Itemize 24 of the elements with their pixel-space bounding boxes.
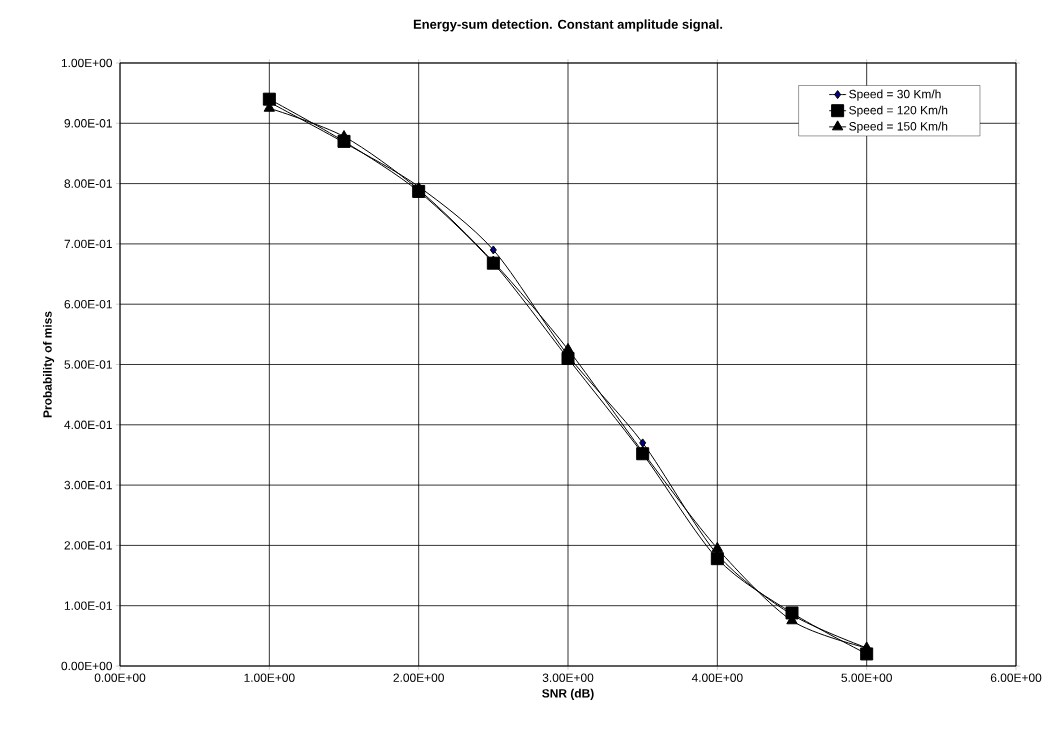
- x-tick-label: 2.00E+00: [393, 673, 444, 682]
- y-tick-label: 1.00E-01: [64, 601, 112, 610]
- y-axis-title: Probability of miss: [42, 311, 55, 418]
- legend-label: Speed = 30 Km/h: [849, 89, 941, 101]
- x-tick-label: 5.00E+00: [841, 673, 892, 682]
- y-tick-label: 2.00E-01: [64, 541, 112, 550]
- x-tick-label: 0.00E+00: [94, 673, 146, 682]
- x-tick-label: 4.00E+00: [691, 673, 743, 682]
- y-tick-label: 1.00E+00: [61, 58, 113, 68]
- y-tick-label: 3.00E-01: [64, 480, 112, 490]
- legend-label: Speed = 150 Km/h: [849, 121, 948, 133]
- y-tick-label: 4.00E-01: [64, 420, 112, 430]
- y-tick-label: 8.00E-01: [64, 179, 112, 188]
- y-tick-label: 5.00E-01: [64, 360, 112, 369]
- x-tick-label: 3.00E+00: [542, 673, 594, 682]
- x-tick-label: 6.00E+00: [990, 673, 1042, 682]
- x-axis-title: SNR (dB): [542, 688, 594, 700]
- y-tick-label: 0.00E+00: [61, 661, 113, 671]
- legend-label: Speed = 120 Km/h: [849, 105, 948, 117]
- y-tick-label: 9.00E-01: [64, 119, 112, 128]
- y-tick-label: 6.00E-01: [64, 299, 112, 309]
- x-tick-label: 1.00E+00: [244, 673, 295, 682]
- chart-title: Energy-sum detection. Constant amplitude signal.: [413, 19, 723, 32]
- y-tick-label: 7.00E-01: [64, 239, 112, 249]
